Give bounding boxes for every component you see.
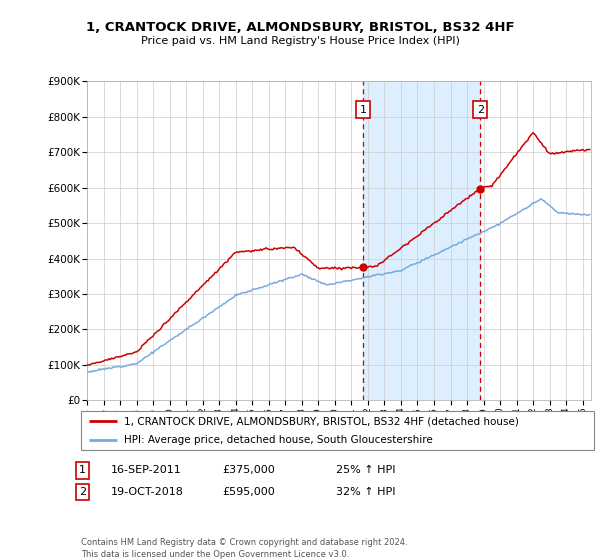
Text: 2: 2 [79, 487, 86, 497]
Text: 25% ↑ HPI: 25% ↑ HPI [336, 465, 395, 475]
Text: 1, CRANTOCK DRIVE, ALMONDSBURY, BRISTOL, BS32 4HF: 1, CRANTOCK DRIVE, ALMONDSBURY, BRISTOL,… [86, 21, 514, 34]
Text: HPI: Average price, detached house, South Gloucestershire: HPI: Average price, detached house, Sout… [124, 435, 433, 445]
Text: 2: 2 [477, 105, 484, 115]
Text: 1: 1 [359, 105, 367, 115]
Text: 1, CRANTOCK DRIVE, ALMONDSBURY, BRISTOL, BS32 4HF (detached house): 1, CRANTOCK DRIVE, ALMONDSBURY, BRISTOL,… [124, 416, 518, 426]
Bar [363, 81, 480, 400]
Text: £595,000: £595,000 [222, 487, 275, 497]
Text: 19-OCT-2018: 19-OCT-2018 [111, 487, 184, 497]
Text: £375,000: £375,000 [222, 465, 275, 475]
Text: Contains HM Land Registry data © Crown copyright and database right 2024.
This d: Contains HM Land Registry data © Crown c… [81, 538, 407, 559]
Text: 32% ↑ HPI: 32% ↑ HPI [336, 487, 395, 497]
Text: 16-SEP-2011: 16-SEP-2011 [111, 465, 182, 475]
Text: Price paid vs. HM Land Registry's House Price Index (HPI): Price paid vs. HM Land Registry's House … [140, 36, 460, 46]
Text: 1: 1 [79, 465, 86, 475]
